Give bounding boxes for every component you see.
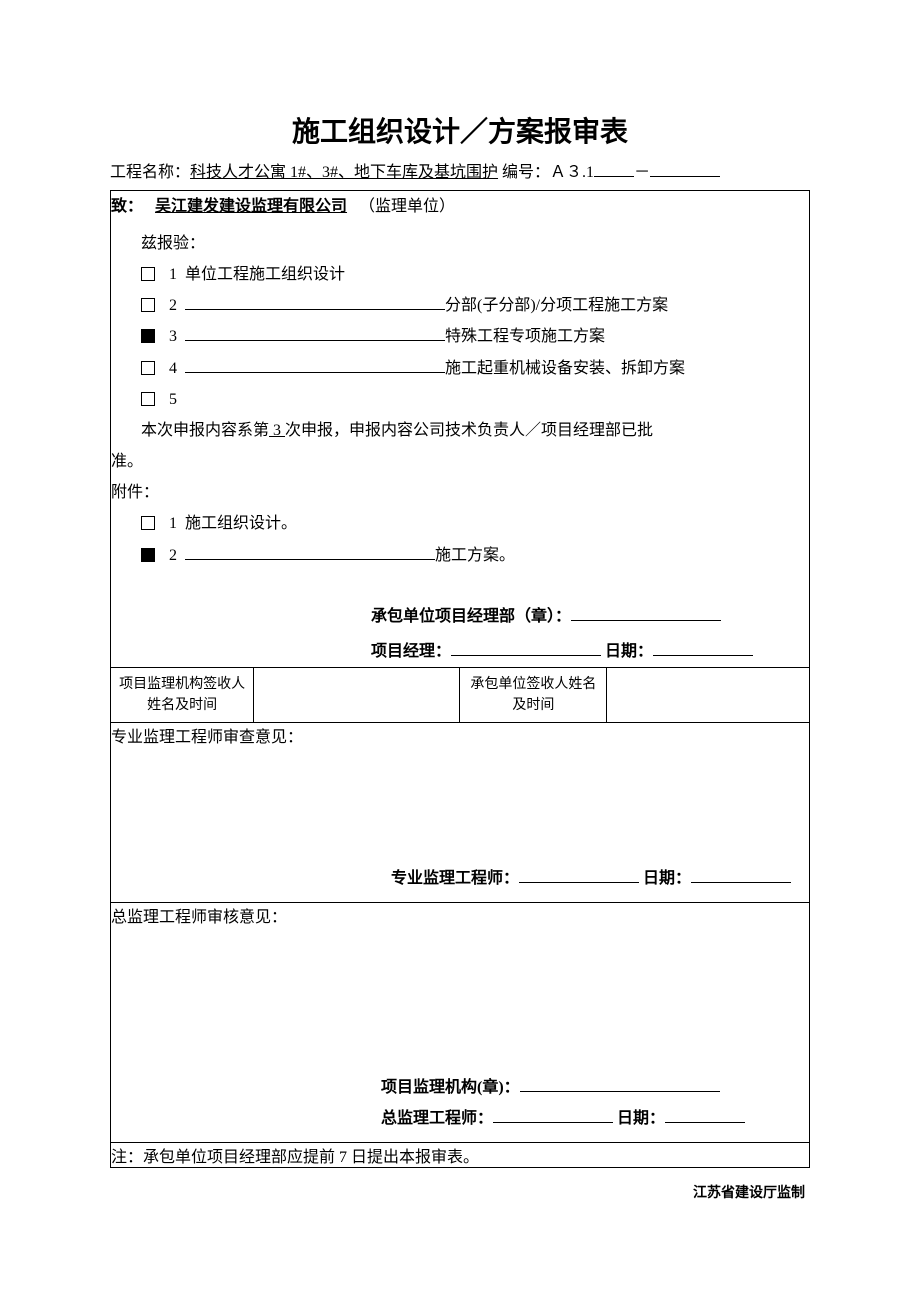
opinion1-signer-blank (519, 867, 639, 883)
signature-row: 项目监理机构签收人姓名及时间 承包单位签收人姓名及时间 (111, 668, 810, 723)
project-label: 工程名称： (110, 164, 190, 181)
project-value: 科技人才公寓 1#、3#、地下车库及基坑围护 (190, 164, 498, 181)
checkbox-icon (141, 392, 155, 406)
checkbox-icon (141, 298, 155, 312)
sign-pm-blank (451, 640, 601, 656)
item-num: 3 (169, 321, 177, 352)
opinion1-date-label: 日期： (643, 870, 691, 887)
sig-left-blank (254, 668, 460, 723)
checkbox-icon (141, 361, 155, 375)
form-title: 施工组织设计／方案报审表 (110, 110, 810, 150)
sign-pm-label: 项目经理： (371, 643, 451, 660)
attach-row-2: 2 施工方案。 (111, 540, 809, 571)
opinion2-cell: 总监理工程师审核意见： 项目监理机构(章)： 总监理工程师： 日期： (111, 903, 810, 1143)
checkbox-icon (141, 267, 155, 281)
item-num: 5 (169, 384, 177, 415)
opinion2-signer-label: 总监理工程师： (381, 1110, 493, 1127)
attach-num: 1 (169, 508, 177, 539)
submission-end: 准。 (111, 446, 809, 477)
checkbox-filled-icon (141, 329, 155, 343)
item-text: 特殊工程专项施工方案 (445, 321, 605, 352)
opinion2-title: 总监理工程师审核意见： (111, 903, 809, 927)
item-row-4: 4 施工起重机械设备安装、拆卸方案 (111, 353, 809, 384)
attach-num: 2 (169, 540, 177, 571)
code-prefix: Ａ３.1 (550, 164, 594, 181)
attach-label: 附件： (111, 477, 809, 508)
opinion2-date-label: 日期： (617, 1110, 665, 1127)
opinion1-signer-label: 专业监理工程师： (391, 870, 519, 887)
sub-prefix: 本次申报内容系第 (141, 422, 269, 439)
item-text: 分部(子分部)/分项工程施工方案 (445, 290, 668, 321)
code-label: 编号： (502, 164, 550, 181)
sign-date-blank (653, 640, 753, 656)
item-row-5: 5 (111, 384, 809, 415)
submit-label: 兹报验： (111, 228, 809, 259)
sig-right-label: 承包单位签收人姓名及时间 (460, 668, 607, 723)
item-row-3: 3 特殊工程专项施工方案 (111, 321, 809, 352)
to-label: 致： (111, 198, 143, 215)
sub-count: 3 (269, 422, 285, 439)
footer-text: 江苏省建设厅监制 (693, 1182, 805, 1202)
item-row-2: 2 分部(子分部)/分项工程施工方案 (111, 290, 809, 321)
code-dash: － (634, 164, 650, 181)
item-text: 施工起重机械设备安装、拆卸方案 (445, 353, 685, 384)
sign-dept-blank (571, 605, 721, 621)
item-blank (185, 294, 445, 310)
opinion1-cell: 专业监理工程师审查意见： 专业监理工程师： 日期： (111, 723, 810, 903)
opinion2-org-label: 项目监理机构(章)： (381, 1079, 520, 1096)
attach-row-1: 1 施工组织设计。 (111, 508, 809, 539)
sig-left-label: 项目监理机构签收人姓名及时间 (111, 668, 254, 723)
header-line: 工程名称：科技人才公寓 1#、3#、地下车库及基坑围护 编号：Ａ３.1 － (110, 160, 810, 186)
opinion2-date-blank (665, 1107, 745, 1123)
sign-block: 承包单位项目经理部（章）： 项目经理： 日期： (111, 601, 809, 667)
submission-line: 本次申报内容系第 3 次申报，申报内容公司技术负责人／项目经理部已批 (111, 415, 809, 446)
attach-text: 施工组织设计。 (185, 508, 297, 539)
item-num: 1 (169, 259, 177, 290)
opinion1-title: 专业监理工程师审查意见： (111, 723, 809, 747)
attach-blank (185, 544, 435, 560)
to-value: 吴江建发建设监理有限公司 (147, 198, 355, 215)
opinion1-sign: 专业监理工程师： 日期： (111, 864, 809, 894)
checkbox-filled-icon (141, 548, 155, 562)
opinion1-date-blank (691, 867, 791, 883)
sig-right-blank (607, 668, 810, 723)
item-row-1: 1 单位工程施工组织设计 (111, 259, 809, 290)
opinion2-sign: 项目监理机构(章)： 总监理工程师： 日期： (111, 1073, 809, 1134)
sign-dept-label: 承包单位项目经理部（章）： (371, 608, 571, 625)
item-blank (185, 357, 445, 373)
code-blank2 (650, 161, 720, 177)
code-blank1 (594, 161, 634, 177)
sign-date-label: 日期： (605, 643, 653, 660)
attach-text: 施工方案。 (435, 540, 515, 571)
main-table: 致： 吴江建发建设监理有限公司 （监理单位） 兹报验： 1 单位工程施工组织设计… (110, 190, 810, 1169)
opinion2-signer-blank (493, 1107, 613, 1123)
opinion2-org-blank (520, 1076, 720, 1092)
to-suffix: （监理单位） (359, 198, 455, 215)
item-num: 2 (169, 290, 177, 321)
item-num: 4 (169, 353, 177, 384)
item-text: 单位工程施工组织设计 (185, 259, 345, 290)
to-line: 致： 吴江建发建设监理有限公司 （监理单位） (111, 191, 809, 222)
item-blank (185, 325, 445, 341)
sub-mid: 次申报，申报内容公司技术负责人／项目经理部已批 (285, 422, 653, 439)
checkbox-icon (141, 516, 155, 530)
top-section: 致： 吴江建发建设监理有限公司 （监理单位） 兹报验： 1 单位工程施工组织设计… (111, 190, 810, 668)
note-cell: 注：承包单位项目经理部应提前 7 日提出本报审表。 (111, 1143, 810, 1168)
